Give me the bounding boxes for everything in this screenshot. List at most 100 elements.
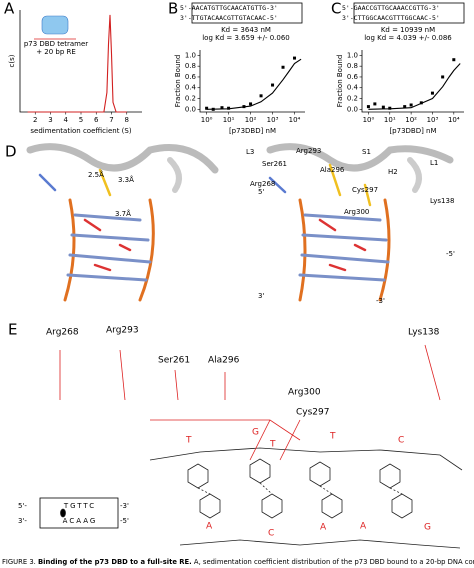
inset-sequence: 3'- [18, 517, 27, 525]
caption-lead: FIGURE 3. [2, 558, 38, 566]
data-point [373, 102, 377, 106]
data-point [430, 91, 434, 95]
tetramer-icon [41, 15, 69, 35]
data-point [452, 58, 456, 62]
axis [361, 50, 464, 113]
caption: FIGURE 3. Binding of the p73 DBD to a fu… [2, 558, 474, 566]
annotation: + 20 bp RE [36, 48, 76, 56]
residue-label: Ala296 [208, 356, 240, 366]
residue-label: Ser261 [158, 356, 190, 366]
structure-label: S1 [362, 148, 371, 156]
inset-sequence: ACAAG [63, 517, 98, 525]
x-tick-label: 2 [33, 116, 37, 124]
x-tick-label: 10³ [267, 116, 279, 124]
x-tick-label: 10⁴ [289, 116, 301, 124]
residue-label: Arg268 [46, 328, 79, 338]
x-tick-label: 10⁴ [448, 116, 460, 124]
residue-label: Cys297 [296, 408, 329, 418]
axis [19, 10, 142, 113]
data-point [403, 105, 407, 109]
kd: Kd = 3643 nM [221, 26, 271, 34]
base-label: T [185, 436, 192, 446]
caption-title: Binding of the p73 DBD to a full-site RE… [38, 558, 192, 566]
structure-label: Cys297 [352, 186, 378, 194]
x-tick-label: 10¹ [384, 116, 396, 124]
data-line [206, 58, 302, 110]
x-tick-label: 10³ [427, 116, 439, 124]
base-label: A [320, 523, 327, 533]
panel-letter: D [5, 143, 17, 161]
x-tick-label: 8 [125, 116, 129, 124]
y-tick-label: 0.4 [347, 84, 359, 92]
x-tick-label: 10⁰ [363, 116, 375, 124]
panel-letter: A [4, 0, 15, 18]
log-kd: log Kd = 3.659 +/- 0.060 [202, 34, 290, 42]
sequence-box [353, 2, 465, 24]
data-line [368, 63, 461, 110]
data-point [409, 103, 413, 107]
x-tick-label: 10² [405, 116, 417, 124]
structure-label: Lys138 [430, 197, 454, 205]
axis [199, 50, 305, 113]
x-tick-label: 10⁰ [201, 116, 213, 124]
inset-sequence: 5'- [18, 502, 27, 510]
structure-label: 3' [258, 292, 264, 300]
y-axis-label: c(s) [8, 54, 16, 67]
data-point [271, 83, 275, 87]
base-label: T [269, 440, 276, 450]
caption-text: A, sedimentation coefficient distributio… [192, 558, 474, 566]
inset-sequence: -5' [120, 517, 129, 525]
y-tick-label: 1.0 [347, 51, 358, 59]
data-point [281, 65, 285, 69]
structure-label: 2.5Å [88, 170, 104, 179]
base-label: C [398, 436, 404, 446]
log-kd: log Kd = 4.039 +/- 0.086 [364, 34, 452, 42]
panel-letter: B [168, 0, 178, 18]
sequence: 5'-GAACCGTTGCAAACCGTTG-3' [342, 4, 440, 12]
structure-art [26, 143, 454, 302]
base-label: G [424, 523, 431, 533]
panel-letter: C [331, 0, 341, 18]
x-axis-label: sedimentation coefficient (S) [30, 127, 131, 135]
base-label: T [329, 432, 336, 442]
x-tick-label: 10² [245, 116, 257, 124]
data-point [220, 106, 224, 110]
y-axis-label: Fraction Bound [336, 55, 344, 108]
x-tick-label: 5 [79, 116, 83, 124]
y-tick-label: 0.4 [185, 84, 197, 92]
y-tick-label: 0.2 [185, 95, 196, 103]
data-point [293, 56, 297, 60]
data-point [249, 102, 253, 106]
data-point [366, 105, 370, 109]
structure-label: Ala296 [320, 166, 345, 174]
residue-label: Arg293 [106, 326, 139, 336]
data-point [381, 105, 385, 109]
structure-label: -3' [376, 297, 385, 305]
y-tick-label: 0.2 [347, 95, 358, 103]
data-point [205, 106, 209, 110]
base-label: A [360, 522, 367, 532]
x-tick-label: 6 [94, 116, 99, 124]
y-tick-label: 0.0 [347, 105, 358, 113]
y-tick-label: 0.6 [347, 73, 359, 81]
y-tick-label: 0.8 [347, 62, 358, 70]
structure-label: Arg300 [344, 208, 369, 216]
chemistry-art [39, 344, 463, 549]
inset-sequence: TGTTC [63, 502, 96, 510]
y-tick-label: 0.0 [185, 105, 196, 113]
x-axis-label: [p73DBD] nM [229, 127, 276, 135]
data-line [27, 14, 127, 113]
x-tick-label: 3 [48, 116, 52, 124]
inset-sequence: -3' [120, 502, 129, 510]
sequence: 5'-AACATGTTGCAACATGTTG-3' [180, 4, 278, 12]
structure-label: H2 [388, 168, 398, 176]
data-point [388, 106, 392, 110]
panel-letter: E [8, 321, 17, 339]
structure-label: Ser261 [262, 160, 287, 168]
kd: Kd = 10939 nM [381, 26, 435, 34]
y-tick-label: 0.6 [185, 73, 197, 81]
structure-label: 3.7Å [115, 209, 131, 218]
data-point [227, 106, 231, 110]
residue-label: Lys138 [408, 328, 440, 338]
